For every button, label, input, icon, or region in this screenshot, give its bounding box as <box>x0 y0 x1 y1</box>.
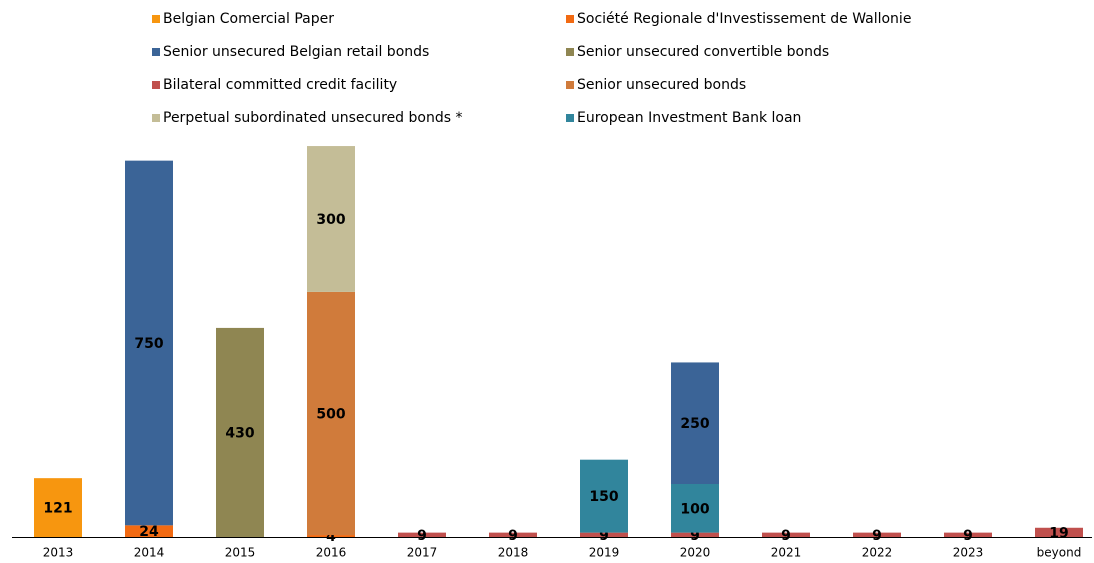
data-label: 750 <box>134 336 163 352</box>
legend-swatch <box>566 114 574 122</box>
x-tick-label: 2017 <box>407 546 438 560</box>
data-label: 4 <box>326 529 336 545</box>
bar-segment <box>580 532 628 537</box>
bar-segment <box>307 291 355 536</box>
bar-segment <box>853 532 901 537</box>
data-label: 24 <box>139 524 159 540</box>
data-label: 100 <box>680 501 709 517</box>
bar-segment <box>216 327 264 537</box>
legend-label: Senior unsecured Belgian retail bonds <box>163 44 429 60</box>
bar-segment <box>671 483 719 533</box>
x-tick-label: 2014 <box>134 546 165 560</box>
data-label: 9 <box>417 528 427 544</box>
bar-segment <box>125 160 173 526</box>
data-label: 9 <box>781 528 791 544</box>
x-tick-label: 2015 <box>225 546 256 560</box>
legend-swatch <box>566 81 574 89</box>
bar-segment <box>307 535 355 537</box>
legend-swatch <box>152 15 160 23</box>
bar-segment <box>307 146 355 292</box>
bar-segment <box>1035 527 1083 537</box>
x-tick-label: 2013 <box>43 546 74 560</box>
legend-label: Belgian Comercial Paper <box>163 11 334 27</box>
data-label: 300 <box>316 212 345 228</box>
data-label: 19 <box>1049 525 1068 541</box>
data-label: 250 <box>680 416 709 432</box>
data-label: 9 <box>690 528 700 544</box>
bar-segment <box>580 459 628 533</box>
x-tick-label: 2018 <box>498 546 529 560</box>
x-tick-label: 2023 <box>953 546 984 560</box>
legend-swatch <box>566 15 574 23</box>
legend-label: European Investment Bank loan <box>577 110 801 126</box>
bar-segment <box>489 532 537 537</box>
legend-label: Bilateral committed credit facility <box>163 77 397 93</box>
data-label: 150 <box>589 489 618 505</box>
bar-segment <box>398 532 446 537</box>
legend-swatch <box>152 48 160 56</box>
bar-segment <box>762 532 810 537</box>
x-tick-label: beyond <box>1037 546 1082 560</box>
data-label: 9 <box>508 528 518 544</box>
legend-label: Perpetual subordinated unsecured bonds * <box>163 110 462 126</box>
data-label: 500 <box>316 406 345 422</box>
bar-segment <box>34 478 82 537</box>
x-tick-label: 2016 <box>316 546 347 560</box>
legend-label: Société Regionale d'Investissement de Wa… <box>577 11 911 27</box>
bar-segment <box>125 525 173 537</box>
legend-swatch <box>152 81 160 89</box>
data-label: 9 <box>963 528 973 544</box>
bar-segment <box>944 532 992 537</box>
bar-segment <box>671 362 719 484</box>
data-label: 9 <box>872 528 882 544</box>
data-label: 430 <box>225 425 254 441</box>
data-label: 121 <box>43 501 72 517</box>
bar-segment <box>671 532 719 537</box>
legend-label: Senior unsecured convertible bonds <box>577 44 829 60</box>
x-tick-label: 2019 <box>589 546 620 560</box>
legend-swatch <box>152 114 160 122</box>
x-tick-label: 2021 <box>771 546 802 560</box>
x-tick-label: 2022 <box>862 546 893 560</box>
x-tick-label: 2020 <box>680 546 711 560</box>
legend-swatch <box>566 48 574 56</box>
data-label: 9 <box>599 528 609 544</box>
legend-label: Senior unsecured bonds <box>577 77 746 93</box>
